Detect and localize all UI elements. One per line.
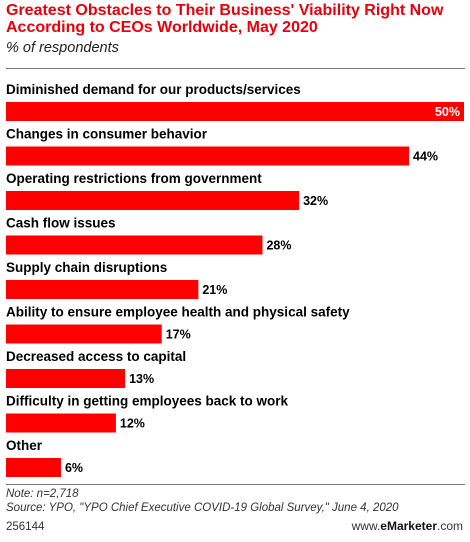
- category-label: Ability to ensure employee health and ph…: [6, 305, 350, 320]
- chart-note: Note: n=2,718: [6, 488, 79, 500]
- chart-title: Greatest Obstacles to Their Business' Vi…: [6, 2, 444, 36]
- chart-id: 256144: [6, 521, 45, 533]
- bar: [6, 280, 199, 299]
- value-label: 13%: [129, 372, 154, 386]
- value-label: 32%: [303, 194, 328, 208]
- bottom-divider: [6, 484, 465, 485]
- value-label: 6%: [65, 461, 83, 475]
- value-label: 17%: [166, 328, 191, 342]
- chart-source: Source: YPO, "YPO Chief Executive COVID-…: [6, 502, 399, 514]
- category-label: Supply chain disruptions: [6, 260, 167, 275]
- bar: [6, 146, 410, 166]
- value-label: 12%: [120, 417, 145, 431]
- category-label: Operating restrictions from government: [6, 171, 262, 186]
- value-label: 50%: [435, 105, 460, 119]
- category-label: Changes in consumer behavior: [6, 127, 208, 142]
- bar-chart: Diminished demand for our products/servi…: [6, 82, 464, 477]
- bar: [6, 191, 300, 210]
- category-label: Diminished demand for our products/servi…: [6, 82, 301, 97]
- category-label: Decreased access to capital: [6, 349, 186, 364]
- category-label: Difficulty in getting employees back to …: [6, 394, 289, 409]
- value-label: 21%: [202, 283, 227, 297]
- bar: [6, 102, 464, 121]
- value-label: 44%: [413, 150, 438, 164]
- bar: [6, 413, 116, 433]
- bar: [6, 458, 61, 477]
- brand-name: eMarketer: [380, 519, 437, 533]
- category-label: Other: [6, 438, 43, 453]
- brand-prefix: www.: [351, 519, 381, 533]
- brand-logo[interactable]: www.eMarketer.com: [352, 519, 463, 533]
- bar: [6, 369, 126, 388]
- bar: [6, 324, 162, 344]
- top-divider: [6, 68, 465, 69]
- bar: [6, 235, 263, 255]
- chart-subtitle: % of respondents: [6, 40, 119, 56]
- value-label: 28%: [266, 239, 291, 253]
- category-label: Cash flow issues: [6, 216, 116, 231]
- brand-suffix: .com: [436, 519, 463, 533]
